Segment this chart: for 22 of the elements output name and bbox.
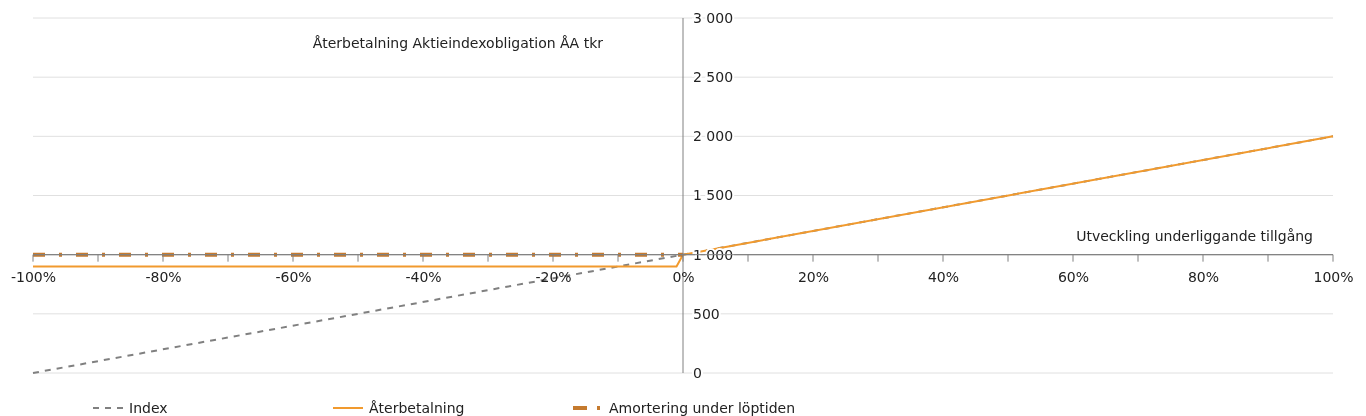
legend-label: Index <box>129 399 168 416</box>
y-tick-label: 1 500 <box>693 187 734 204</box>
y-tick-label: 2 000 <box>693 128 734 145</box>
legend-label: Amortering under löptiden <box>609 399 796 416</box>
y-tick-label: 500 <box>693 305 720 322</box>
x-tick-label: 80% <box>1187 268 1220 285</box>
x-tick-label: -20% <box>535 268 572 285</box>
y-tick-label: 2 500 <box>693 69 734 86</box>
y-tick-label: 0 <box>693 364 702 381</box>
legend-label: Återbetalning <box>369 399 465 416</box>
x-axis-title: Utveckling underliggande tillgång <box>1076 227 1313 244</box>
x-tick-label: -60% <box>275 268 312 285</box>
x-tick-label: 0% <box>672 268 695 285</box>
x-tick-label: 60% <box>1057 268 1090 285</box>
x-tick-label: -40% <box>405 268 442 285</box>
x-tick-label: 100% <box>1313 268 1354 285</box>
x-tick-label: -100% <box>10 268 57 285</box>
y-tick-label: 3 000 <box>693 9 734 26</box>
x-tick-label: 20% <box>797 268 830 285</box>
x-tick-label: -80% <box>145 268 182 285</box>
y-axis-title: Återbetalning Aktieindexobligation ÅA tkr <box>312 35 604 51</box>
x-tick-label: 40% <box>927 268 960 285</box>
